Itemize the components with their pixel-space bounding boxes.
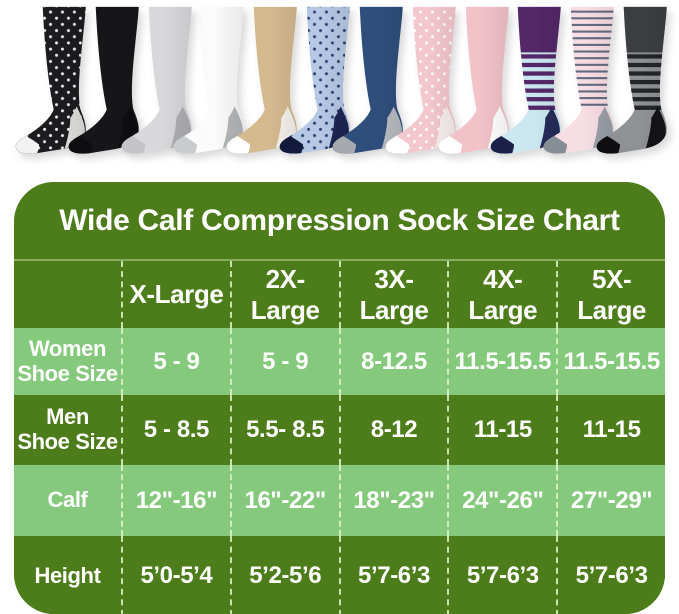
row-label-calf: Calf [47,487,88,513]
col-header-x-large: X-Large [121,261,230,328]
sock-pink-dot [385,6,456,154]
calf-2x-large: 16"-22" [229,465,339,536]
height-3x-large: 5’7-6’3 [338,536,448,614]
size-chart: Wide Calf Compression Sock Size Chart X-… [14,182,665,614]
sock-pink [438,6,509,154]
sock-purple-mint-stripe [491,6,562,154]
sock-gray-stripe [596,6,667,154]
height-5x-large: 5’7-6’3 [556,536,665,614]
calf-x-large: 12"-16" [121,465,230,536]
men-2x-large: 5.5- 8.5 [229,395,339,465]
sock-white [174,6,245,154]
col-header-3x-large: 3X-Large [338,261,448,328]
size-chart-header-row: X-Large 2X-Large 3X-Large 4X- Large 5X- … [14,259,665,328]
row-women-shoe-size: Women Shoe Size 5 - 9 5 - 9 8-12.5 11.5-… [14,328,665,395]
sock-black-polka-dot [15,6,86,154]
sock-khaki [226,6,298,154]
calf-3x-large: 18"-23" [338,465,448,536]
men-4x-large: 11-15 [447,395,556,465]
sock-pink-stripe [543,6,615,154]
row-height: Height 5’0-5’4 5’2-5’6 5’7-6’3 5’7-6’3 5… [14,536,665,614]
size-chart-title: Wide Calf Compression Sock Size Chart [14,182,665,259]
calf-5x-large: 27"-29" [556,465,665,536]
row-label-height: Height [34,562,101,588]
women-2x-large: 5 - 9 [229,328,339,395]
women-x-large: 5 - 9 [121,328,230,395]
height-2x-large: 5’2-5’6 [229,536,339,614]
women-4x-large: 11.5-15.5 [447,328,556,395]
men-3x-large: 8-12 [338,395,448,465]
calf-4x-large: 24"-26" [447,465,556,536]
sock-navy [332,6,403,154]
row-men-shoe-size: Men Shoe Size 5 - 8.5 5.5- 8.5 8-12 11-1… [14,395,665,465]
header-empty-cell [14,261,121,328]
height-x-large: 5’0-5’4 [121,536,230,614]
sock-lineup-photo [0,0,679,156]
col-header-2x-large: 2X-Large [229,261,339,328]
sock-light-blue-dot [279,6,351,154]
col-header-5x-large: 5X- Large [556,261,665,328]
col-header-4x-large: 4X- Large [447,261,556,328]
height-4x-large: 5’7-6’3 [447,536,556,614]
row-calf: Calf 12"-16" 16"-22" 18"-23" 24"-26" 27"… [14,465,665,536]
row-label-men: Men Shoe Size [17,404,118,454]
women-5x-large: 11.5-15.5 [556,328,665,395]
men-5x-large: 11-15 [556,395,665,465]
sock-black [68,6,139,154]
men-x-large: 5 - 8.5 [121,395,230,465]
women-3x-large: 8-12.5 [338,328,448,395]
row-label-women: Women Shoe Size [17,335,118,386]
